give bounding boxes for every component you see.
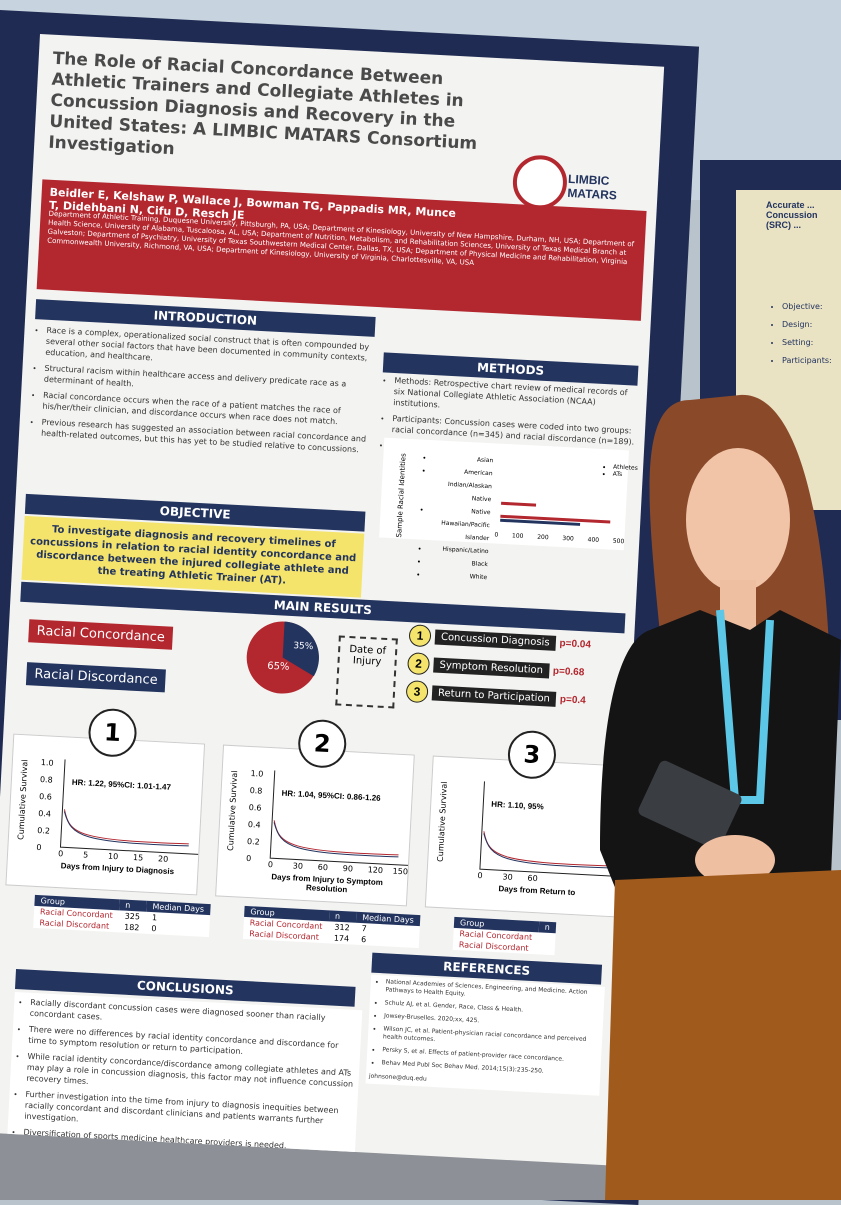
- face: [686, 448, 790, 592]
- y-tick: 0: [36, 842, 42, 853]
- y-tick: 0.2: [246, 836, 260, 847]
- list: Objective:Design:Setting:Participants:: [742, 298, 837, 370]
- y-tick: 0.8: [39, 775, 53, 785]
- y-tick: 0.2: [37, 825, 51, 836]
- date-box: Date of Injury: [335, 635, 398, 709]
- discordance: Racial Discordance: [25, 662, 167, 693]
- x-tick: 120: [367, 865, 384, 876]
- curve: [479, 781, 618, 877]
- logo-text: LIMBIC MATARS: [567, 171, 618, 203]
- list-item: American Indian/Alaskan Native: [431, 464, 493, 506]
- poster-title: The Role of Racial Concordance Between A…: [47, 48, 478, 160]
- outcome-number: 1: [408, 624, 432, 648]
- outcome-number: 3: [405, 680, 429, 704]
- list: AsianAmerican Indian/Alaskan NativeNativ…: [387, 449, 494, 584]
- table-cell: [537, 943, 555, 955]
- x-tick: 15: [132, 853, 144, 863]
- pie-label: 35%: [293, 641, 314, 652]
- list-item: Objective:: [782, 298, 837, 316]
- curve: [269, 770, 409, 866]
- bar: [500, 501, 537, 507]
- y-tick: 0.8: [249, 786, 263, 796]
- x-tick: 150: [392, 866, 409, 877]
- x-tick: 90: [342, 863, 354, 874]
- poster: The Role of Racial Concordance Between A…: [0, 34, 665, 1166]
- pie-label: 65%: [267, 661, 290, 673]
- list-item: Participants:: [782, 352, 837, 370]
- table-cell: [538, 932, 556, 944]
- curve: [59, 759, 199, 855]
- pie: 65% 35%: [246, 621, 319, 694]
- x-tick: 0: [267, 860, 274, 870]
- list-item: 0: [494, 531, 499, 539]
- y-tick: 1.0: [40, 758, 54, 768]
- y-tick: 0.6: [248, 802, 262, 813]
- x-tick: 5: [82, 850, 89, 860]
- list: Racially discordant concussion cases wer…: [11, 996, 358, 1155]
- x-tick: 60: [317, 862, 329, 873]
- intro-list: Race is a complex, operationalized socia…: [29, 324, 375, 461]
- results-table: Group n Median Days Racial Concordant 325 1 Ra…: [33, 894, 211, 938]
- outcome-label: Concussion Diagnosis: [434, 629, 556, 651]
- table-cell: 0: [151, 924, 157, 934]
- table-cell: n: [544, 922, 551, 932]
- table-cell: 174: [333, 933, 350, 944]
- x-tick: 10: [107, 851, 119, 862]
- x-label: Days from Injury to Symptom Resolution: [271, 872, 384, 895]
- outcome-label: Return to Participation: [431, 684, 557, 707]
- x-tick: 30: [502, 872, 513, 882]
- hands: [695, 835, 775, 885]
- results-table: Group n Median Days Racial Concordant 312 7 Ra…: [242, 905, 421, 949]
- y-tick: 0.4: [247, 819, 261, 830]
- x-tick: 30: [292, 861, 304, 871]
- list-item: Design:: [782, 316, 837, 334]
- y-tick: 0.4: [37, 808, 52, 819]
- side-title: Accurate ... Concussion (SRC) ...: [766, 200, 818, 230]
- km-charts: Cumulative Survival HR: 1.22, 95%CI: 1.01…: [3, 704, 625, 966]
- x-tick: 20: [157, 854, 169, 864]
- y-label: Cumulative Survival: [16, 759, 30, 841]
- top: [600, 610, 841, 900]
- y-tick: 0.6: [38, 792, 53, 802]
- km-card: Cumulative Survival HR: 1.10, 95% 0 30 60 Day…: [424, 755, 625, 918]
- tablet: [638, 760, 742, 850]
- person: [600, 394, 841, 1200]
- table-cell: 182: [123, 922, 140, 933]
- x-tick: 0: [477, 871, 483, 881]
- y-label: Cumulative Survival: [226, 770, 240, 852]
- x-tick: 60: [527, 873, 538, 884]
- list: Race is a complex, operationalized socia…: [29, 324, 375, 456]
- chart-categories: AsianAmerican Indian/Alaskan NativeNativ…: [387, 443, 494, 590]
- list-item: Setting:: [782, 334, 837, 352]
- outcome-label: Symptom Resolution: [433, 656, 550, 678]
- x-tick: 0: [57, 849, 64, 859]
- lab-logo: [511, 153, 569, 211]
- km-card: Cumulative Survival HR: 1.22, 95%CI: 1.01…: [5, 733, 206, 896]
- lanyard: [716, 609, 774, 804]
- list-item: 100: [511, 532, 524, 540]
- list-item: White: [427, 568, 488, 584]
- km-card: Cumulative Survival HR: 1.04, 95%CI: 0.86…: [215, 744, 415, 907]
- table-cell: 6: [360, 935, 367, 945]
- list-item: Native Hawaiian/Pacific Islander: [429, 503, 491, 545]
- results-table: Group n Racial Concordant Racial Discordant: [452, 916, 557, 956]
- side-labels: Objective:Design:Setting:Participants:: [742, 290, 837, 378]
- list-item: 200: [537, 533, 549, 542]
- y-tick: 0: [245, 853, 252, 864]
- outcome-number: 2: [407, 652, 431, 676]
- y-tick: 1.0: [250, 769, 264, 779]
- concordance: Racial Concordance: [28, 619, 174, 650]
- y-label: Cumulative Survival: [435, 781, 449, 863]
- pants: [605, 870, 841, 1200]
